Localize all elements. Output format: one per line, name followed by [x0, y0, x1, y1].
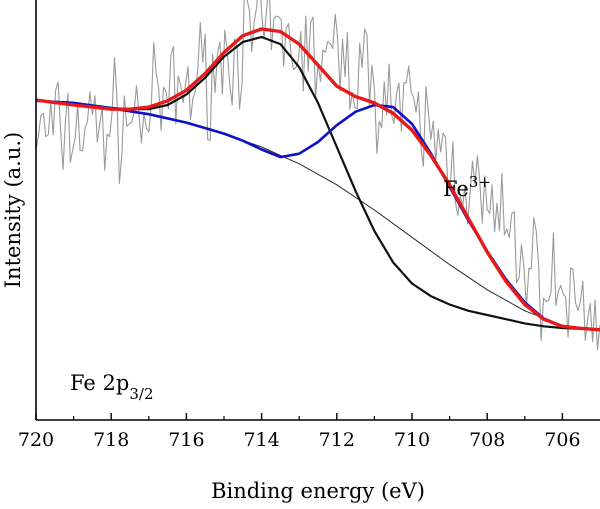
x-tick-label: 720 — [18, 429, 54, 451]
x-tick-label: 716 — [168, 429, 204, 451]
x-tick-label: 718 — [93, 429, 129, 451]
x-tick-label: 712 — [319, 429, 355, 451]
panel-label-subscript: 3/2 — [129, 385, 153, 403]
y-axis-title: Intensity (a.u.) — [1, 132, 25, 288]
x-tick-label: 714 — [243, 429, 279, 451]
x-tick-label: 708 — [469, 429, 505, 451]
x-ticks: 720 718 716 714 712 710 708 706 — [18, 413, 581, 451]
fe3-label-superscript: 3+ — [469, 173, 491, 191]
panel-label: Fe 2p3/2 — [70, 371, 153, 403]
x-axis-title: Binding energy (eV) — [211, 479, 425, 503]
fe2-component-line — [36, 35, 600, 331]
fe3-label-main: Fe — [443, 177, 469, 201]
data-layer — [36, 0, 600, 351]
fit-envelope-line — [36, 27, 600, 332]
panel-label-main: Fe 2p — [70, 371, 129, 395]
axes-frame — [35, 0, 600, 421]
x-tick-label: 706 — [544, 429, 580, 451]
x-tick-label: 710 — [394, 429, 430, 451]
fe3-peak-label: Fe3+ — [443, 173, 491, 201]
